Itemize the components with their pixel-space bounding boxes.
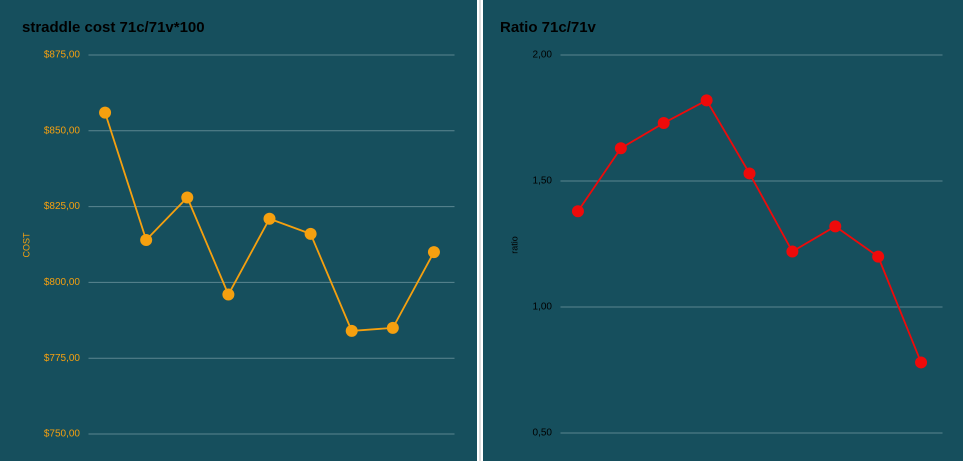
point: [140, 233, 153, 246]
y-tick-label: 0,50: [533, 428, 553, 439]
chart-title: straddle cost 71c/71v*100: [22, 19, 205, 36]
y-axis-label: COST: [21, 232, 31, 258]
point: [181, 191, 194, 204]
y-tick-label: 1,00: [533, 302, 553, 313]
y-tick-label: $850,00: [44, 125, 81, 136]
point: [743, 167, 756, 180]
point: [614, 142, 627, 155]
point: [657, 117, 670, 130]
y-tick-label: $750,00: [44, 429, 81, 440]
point: [872, 250, 885, 263]
point: [700, 94, 713, 107]
point: [304, 227, 317, 240]
point: [915, 356, 928, 369]
y-tick-label: $775,00: [44, 353, 81, 364]
point: [829, 220, 842, 233]
y-axis-label: ratio: [509, 236, 519, 254]
y-tick-label: 2,00: [533, 50, 553, 61]
y-tick-label: $875,00: [44, 50, 81, 61]
point: [99, 106, 112, 119]
chart-title: Ratio 71c/71v: [500, 19, 597, 36]
point: [386, 321, 399, 334]
panel: Ratio 71c/71v ratio 0,50 1,00 1,50 2,00: [500, 19, 943, 439]
point: [345, 324, 358, 337]
panel: straddle cost 71c/71v*100 COST $750,00 $775…: [21, 19, 455, 440]
y-tick-label: $825,00: [44, 201, 81, 212]
y-tick-label: 1,50: [533, 176, 553, 187]
point: [786, 245, 799, 258]
panel-bg: [483, 0, 963, 461]
point: [222, 288, 235, 301]
panel-bg: [0, 0, 477, 461]
point: [427, 246, 440, 259]
point: [263, 212, 276, 225]
y-tick-label: $800,00: [44, 277, 81, 288]
point: [571, 205, 584, 218]
